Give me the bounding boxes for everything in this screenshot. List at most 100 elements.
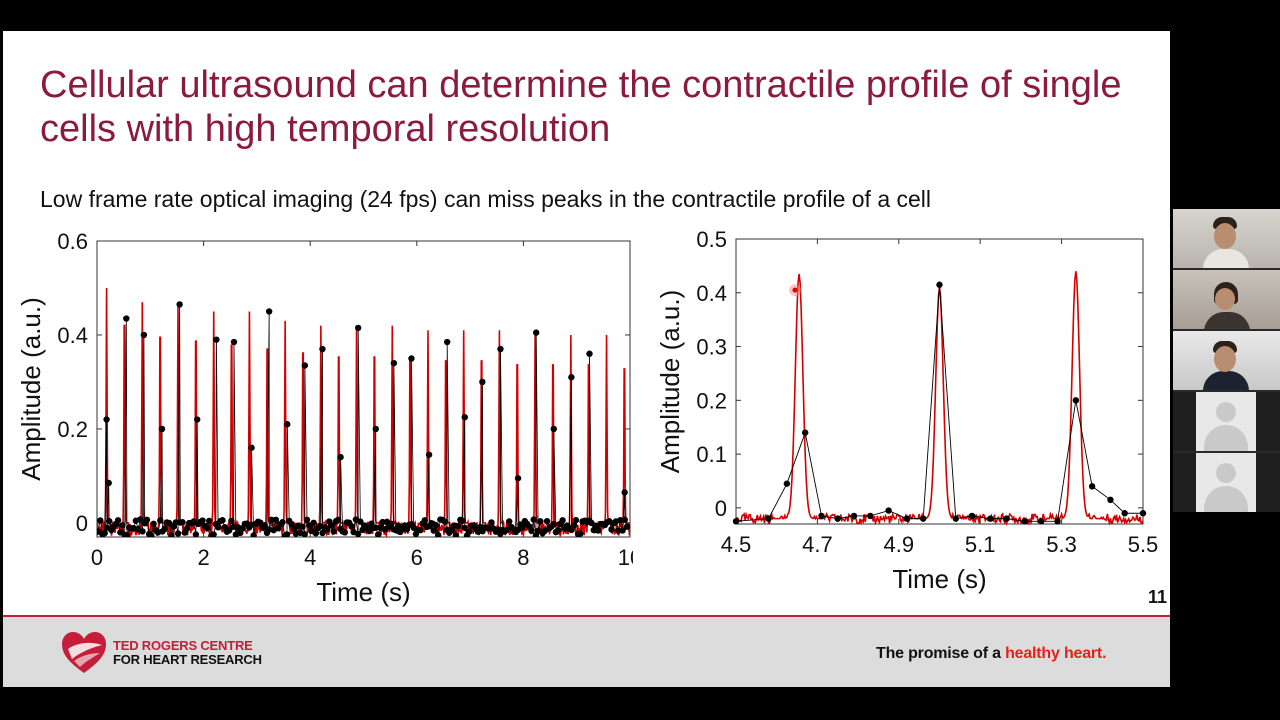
left-optical-point bbox=[213, 336, 220, 343]
slide: Cellular ultrasound can determine the co… bbox=[3, 31, 1170, 687]
left-optical-point bbox=[425, 451, 433, 458]
left-optical-point bbox=[199, 517, 206, 524]
participant-video-2[interactable] bbox=[1173, 270, 1280, 329]
left-optical-point bbox=[101, 529, 108, 537]
left-optical-point bbox=[430, 527, 437, 534]
participant-video-3[interactable] bbox=[1173, 331, 1280, 390]
right-x-tick-label: 4.7 bbox=[802, 532, 833, 557]
left-optical-point bbox=[148, 532, 155, 537]
left-optical-point bbox=[572, 516, 580, 524]
left-optical-point bbox=[230, 338, 238, 346]
right-optical-point bbox=[732, 518, 740, 525]
left-optical-point bbox=[328, 522, 335, 529]
left-optical-point bbox=[114, 517, 122, 524]
participant-video-1[interactable] bbox=[1173, 209, 1280, 268]
left-optical-point bbox=[528, 527, 535, 534]
right-y-tick-label: 0.4 bbox=[696, 281, 727, 306]
right-x-tick-label: 5.3 bbox=[1046, 532, 1077, 557]
left-optical-point bbox=[459, 517, 466, 524]
left-optical-point bbox=[192, 531, 200, 537]
left-y-tick-label: 0.2 bbox=[57, 417, 88, 442]
right-y-tick-label: 0.1 bbox=[696, 442, 727, 467]
left-optical-point bbox=[443, 338, 451, 346]
right-optical-point bbox=[801, 429, 809, 436]
left-optical-point bbox=[168, 532, 175, 537]
right-optical-point bbox=[968, 512, 976, 520]
right-x-tick-label: 5.5 bbox=[1128, 532, 1158, 557]
left-optical-point bbox=[330, 528, 337, 535]
left-optical-point bbox=[532, 329, 540, 336]
tagline-prefix: The promise of a bbox=[876, 645, 1006, 662]
left-plot-area bbox=[97, 287, 630, 537]
left-optical-point bbox=[283, 531, 291, 537]
right-optical-point bbox=[1107, 496, 1114, 503]
left-optical-point bbox=[299, 523, 306, 530]
left-optical-point bbox=[206, 517, 213, 525]
left-optical-point bbox=[214, 524, 222, 531]
left-optical-point bbox=[354, 324, 362, 332]
left-optical-point bbox=[568, 374, 575, 381]
left-optical-point bbox=[150, 520, 157, 527]
left-optical-point bbox=[319, 345, 326, 353]
left-optical-point bbox=[374, 531, 382, 537]
left-optical-point bbox=[452, 532, 460, 537]
right-optical-point bbox=[936, 281, 943, 288]
left-optical-point bbox=[586, 350, 593, 357]
right-optical-point bbox=[1054, 518, 1061, 525]
right-optical-point bbox=[903, 515, 911, 522]
right-y-tick-label: 0.3 bbox=[696, 335, 727, 360]
left-optical-point bbox=[488, 519, 495, 526]
left-optical-point bbox=[174, 530, 182, 537]
laser-pointer-dot bbox=[792, 287, 798, 293]
left-optical-point bbox=[550, 520, 557, 528]
participant-placeholder-1[interactable] bbox=[1173, 392, 1280, 451]
tagline-highlight: healthy heart. bbox=[1005, 645, 1107, 662]
left-optical-point bbox=[466, 528, 473, 535]
left-optical-point bbox=[537, 518, 544, 525]
left-optical-point bbox=[123, 532, 131, 537]
left-optical-point bbox=[203, 524, 211, 532]
left-optical-point bbox=[441, 518, 448, 525]
right-optical-point bbox=[1072, 397, 1080, 404]
logo-line-2: FOR HEART RESEARCH bbox=[113, 652, 262, 667]
left-optical-point bbox=[341, 529, 348, 536]
right-optical-point bbox=[1121, 510, 1128, 517]
logo-text: TED ROGERS CENTRE FOR HEART RESEARCH bbox=[113, 639, 262, 667]
participant-placeholder-2[interactable] bbox=[1173, 453, 1280, 512]
left-optical-point bbox=[519, 524, 526, 531]
left-optical-point bbox=[390, 359, 398, 367]
left-x-tick-label: 6 bbox=[411, 545, 423, 570]
right-optical-point bbox=[952, 515, 959, 522]
right-plot-area bbox=[732, 271, 1147, 527]
left-x-tick-label: 0 bbox=[91, 545, 103, 570]
left-optical-point bbox=[210, 531, 217, 537]
left-optical-point bbox=[621, 516, 629, 523]
left-optical-point bbox=[105, 479, 112, 487]
right-optical-point bbox=[1139, 510, 1147, 517]
left-optical-point bbox=[461, 524, 468, 531]
left-optical-point bbox=[226, 527, 233, 534]
left-optical-point bbox=[323, 526, 331, 533]
left-optical-point bbox=[394, 522, 402, 530]
right-y-tick-label: 0.5 bbox=[696, 227, 727, 252]
left-optical-point bbox=[319, 529, 326, 537]
left-optical-point bbox=[119, 522, 126, 529]
left-optical-point bbox=[559, 517, 566, 524]
left-optical-point bbox=[139, 528, 146, 535]
left-optical-point bbox=[250, 532, 257, 537]
left-optical-point bbox=[228, 517, 235, 525]
left-optical-point bbox=[176, 301, 183, 308]
right-x-tick-label: 4.5 bbox=[721, 532, 752, 557]
left-optical-point bbox=[417, 526, 424, 534]
right-optical-point bbox=[885, 507, 892, 514]
left-optical-point bbox=[554, 527, 562, 534]
left-y-tick-label: 0.6 bbox=[57, 229, 88, 254]
left-optical-point bbox=[623, 523, 630, 530]
left-optical-point bbox=[265, 308, 273, 315]
slide-title: Cellular ultrasound can determine the co… bbox=[40, 64, 1122, 150]
left-optical-point bbox=[123, 315, 130, 322]
right-x-axis-label: Time (s) bbox=[892, 564, 986, 594]
right-optical-point bbox=[1038, 518, 1045, 525]
right-ultrasound-trace bbox=[735, 271, 1144, 527]
left-optical-point bbox=[619, 527, 626, 534]
